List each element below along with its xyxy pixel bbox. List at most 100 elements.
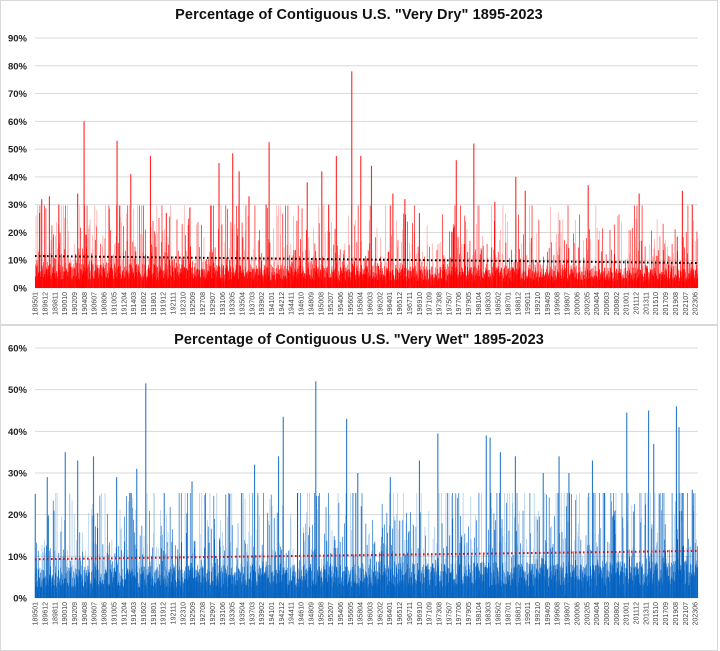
bar <box>621 276 622 288</box>
bar <box>91 571 92 598</box>
bar <box>432 274 434 288</box>
x-tick-label: 200006 <box>574 292 581 315</box>
bar <box>231 279 233 288</box>
bar <box>122 252 124 288</box>
bar <box>144 579 146 598</box>
bar <box>131 577 133 598</box>
bar <box>498 275 500 288</box>
bar <box>658 269 659 288</box>
bar <box>288 276 289 288</box>
bar <box>383 257 385 288</box>
bar <box>138 205 140 288</box>
bar <box>40 272 41 288</box>
bar <box>101 582 103 598</box>
bar <box>640 522 641 598</box>
bar <box>115 571 116 598</box>
bar <box>558 233 559 288</box>
bar <box>475 249 476 288</box>
bar <box>410 271 412 288</box>
bar <box>525 277 527 288</box>
bar <box>387 274 389 288</box>
bar <box>664 274 665 288</box>
bar <box>378 266 379 288</box>
bar <box>622 493 623 598</box>
bar <box>186 513 188 598</box>
bar <box>47 273 48 288</box>
bar <box>653 269 654 288</box>
bar <box>141 566 142 598</box>
bar <box>251 266 253 288</box>
bar <box>74 268 75 288</box>
bar <box>112 587 113 598</box>
bar <box>415 526 417 598</box>
peak-bar <box>328 204 330 288</box>
bar <box>244 274 246 288</box>
bar <box>309 493 310 598</box>
bar <box>673 274 675 288</box>
bar <box>194 548 195 598</box>
bar <box>105 570 106 598</box>
bar <box>274 555 276 598</box>
bar <box>659 235 661 288</box>
bar <box>320 268 322 288</box>
bar <box>264 277 266 288</box>
bar <box>671 269 673 288</box>
bar <box>198 270 200 288</box>
bar <box>53 265 55 288</box>
bar <box>225 494 227 598</box>
bar <box>680 493 682 598</box>
bar <box>532 272 534 288</box>
bar <box>445 493 447 598</box>
bar <box>240 265 242 288</box>
bar <box>249 271 251 288</box>
y-tick-label: 60% <box>8 344 28 355</box>
bar <box>98 554 100 598</box>
x-tick-label: 200603 <box>604 292 611 315</box>
bar <box>108 542 110 598</box>
bar <box>132 572 134 598</box>
bar <box>104 278 106 288</box>
bar <box>309 275 311 288</box>
bar <box>667 255 669 288</box>
bar <box>423 548 424 598</box>
x-tick-label: 193305 <box>230 292 237 315</box>
bar <box>114 578 116 598</box>
bar <box>486 244 488 288</box>
bar <box>669 270 671 288</box>
bar <box>158 280 159 288</box>
bar <box>562 267 563 288</box>
bar <box>214 519 215 598</box>
bar <box>166 542 168 598</box>
bar <box>458 271 460 288</box>
bar <box>174 280 176 288</box>
bar <box>151 573 152 598</box>
bar <box>366 265 367 288</box>
bar <box>89 271 91 288</box>
bar <box>501 275 503 288</box>
bar <box>427 244 428 288</box>
bar <box>137 265 139 288</box>
bar <box>151 273 153 288</box>
bars <box>34 71 699 288</box>
peak-bar <box>149 156 152 288</box>
bar <box>583 276 584 288</box>
bar <box>680 270 681 288</box>
bar <box>143 273 145 288</box>
bar <box>518 269 520 288</box>
bar <box>223 265 224 288</box>
bar <box>663 250 664 288</box>
bar <box>316 268 317 288</box>
bar <box>199 534 201 598</box>
bar <box>303 533 305 598</box>
bar <box>324 277 326 288</box>
bar <box>55 270 57 288</box>
bar <box>125 250 126 288</box>
bar <box>404 554 405 598</box>
bar <box>279 205 281 288</box>
bar <box>128 276 129 288</box>
bar <box>507 269 508 288</box>
bar <box>486 275 488 288</box>
bar <box>46 585 47 598</box>
bar <box>127 271 129 288</box>
bar <box>417 548 419 598</box>
